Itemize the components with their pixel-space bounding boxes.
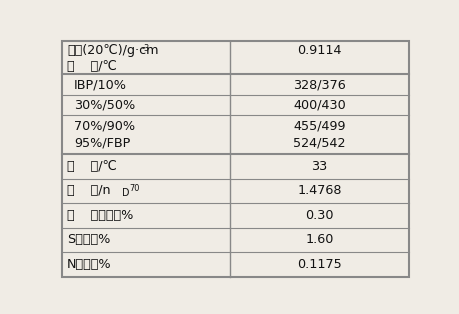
Text: 1.60: 1.60	[305, 233, 334, 246]
Text: 残    炭，重量%: 残 炭，重量%	[67, 209, 134, 222]
Text: S，重量%: S，重量%	[67, 233, 110, 246]
Text: 70%/90%: 70%/90%	[74, 120, 135, 133]
Text: 328/376: 328/376	[293, 78, 346, 91]
Text: 70: 70	[129, 184, 140, 193]
Text: 0.1175: 0.1175	[297, 258, 342, 271]
Text: 馏    程/℃: 馏 程/℃	[67, 60, 117, 73]
Text: 30%/50%: 30%/50%	[74, 99, 135, 111]
Text: 524/542: 524/542	[293, 137, 346, 150]
Text: 0.30: 0.30	[305, 209, 334, 222]
Text: D: D	[122, 188, 129, 198]
Text: IBP/10%: IBP/10%	[74, 78, 127, 91]
Text: 33: 33	[311, 160, 328, 173]
Text: N，重量%: N，重量%	[67, 258, 112, 271]
Text: 95%/FBP: 95%/FBP	[74, 137, 130, 150]
Text: 0.9114: 0.9114	[297, 44, 341, 57]
Text: 折    光/n: 折 光/n	[67, 184, 111, 197]
Text: 455/499: 455/499	[293, 120, 346, 133]
Text: 1.4768: 1.4768	[297, 184, 341, 197]
Text: 密度(20℃)/g·cm: 密度(20℃)/g·cm	[67, 44, 158, 57]
Text: 400/430: 400/430	[293, 99, 346, 111]
Text: -3: -3	[142, 44, 150, 53]
Text: 凝    点/℃: 凝 点/℃	[67, 160, 117, 173]
